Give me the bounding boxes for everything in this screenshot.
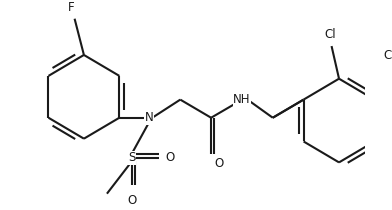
Text: O: O: [127, 194, 136, 207]
Text: NH: NH: [233, 93, 251, 106]
Text: O: O: [215, 157, 224, 170]
Text: Cl: Cl: [324, 28, 336, 41]
Text: O: O: [165, 151, 175, 164]
Text: N: N: [145, 111, 154, 124]
Text: Cl: Cl: [383, 49, 392, 62]
Text: S: S: [128, 151, 135, 164]
Text: F: F: [67, 1, 74, 14]
